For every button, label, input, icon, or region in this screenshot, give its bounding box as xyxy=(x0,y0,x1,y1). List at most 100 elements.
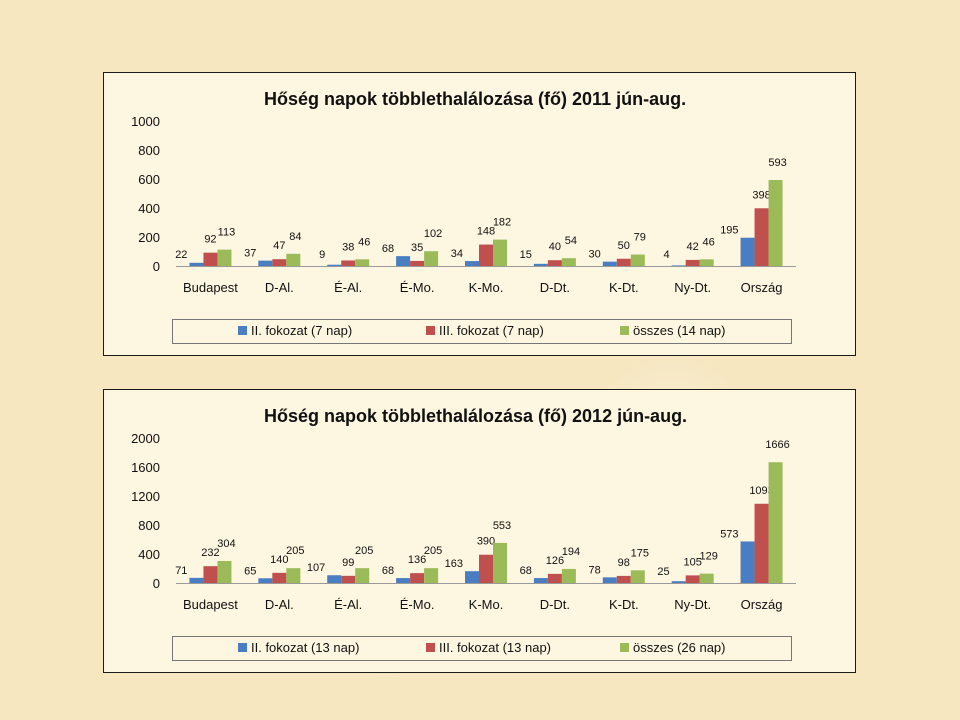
category-label: Ny-Dt. xyxy=(674,597,711,612)
bar-2012-s1-c4 xyxy=(479,554,493,583)
bar-2011-s0-c5 xyxy=(533,263,548,266)
bar-2012-s2-c4 xyxy=(493,542,507,583)
data-label: 390 xyxy=(477,536,495,548)
bar-2011-s2-c7 xyxy=(699,259,714,266)
data-label: 126 xyxy=(546,555,564,567)
category-label: K-Dt. xyxy=(609,280,639,295)
data-label: 30 xyxy=(589,249,601,261)
data-label: 79 xyxy=(634,232,646,244)
y-tick-label: 200 xyxy=(138,230,160,245)
category-label: D-Dt. xyxy=(540,280,570,295)
bar-2011-s1-c4 xyxy=(479,244,493,266)
legend-swatch xyxy=(426,326,435,335)
bar-2012-s0-c3 xyxy=(396,578,411,583)
bar-2012-s2-c8 xyxy=(768,462,783,583)
data-label: 107 xyxy=(307,562,325,574)
bar-2012-s0-c0 xyxy=(189,577,204,583)
bar-2011-s2-c1 xyxy=(286,253,301,266)
legend-swatch xyxy=(620,643,629,652)
bar-2012-s0-c8 xyxy=(740,541,755,583)
data-label: 68 xyxy=(382,565,394,577)
legend-swatch xyxy=(426,643,435,652)
bar-2011-s1-c2 xyxy=(341,260,356,266)
data-label: 194 xyxy=(562,546,580,558)
bar-2011-s1-c7 xyxy=(685,259,700,266)
bar-2012-s2-c7 xyxy=(699,573,714,583)
bar-2012-s2-c5 xyxy=(561,568,576,583)
data-label: 38 xyxy=(342,241,354,253)
category-label: D-Al. xyxy=(265,280,294,295)
chart-title: Hőség napok többlethalálozása (fő) 2011 … xyxy=(264,89,686,109)
bar-2011-s1-c6 xyxy=(616,258,631,266)
bar-2012-s1-c3 xyxy=(410,573,425,583)
data-label: 232 xyxy=(201,547,219,559)
data-label: 129 xyxy=(699,551,717,563)
bar-2011-s0-c4 xyxy=(465,261,479,266)
legend-entry: III. fokozat (13 nap) xyxy=(439,640,551,655)
y-tick-label: 400 xyxy=(138,201,160,216)
bar-2011-s2-c4 xyxy=(493,239,507,266)
data-label: 71 xyxy=(175,565,187,577)
bar-2012-s2-c3 xyxy=(424,568,439,583)
data-label: 9 xyxy=(319,249,325,261)
bar-2011-s0-c3 xyxy=(396,256,411,266)
data-label: 140 xyxy=(270,554,288,566)
category-label: É-Mo. xyxy=(400,597,435,612)
bar-2012-s2-c6 xyxy=(630,570,645,583)
data-label: 182 xyxy=(493,217,511,229)
bar-2011-s0-c2 xyxy=(327,264,342,266)
bar-2011-s2-c0 xyxy=(217,249,232,266)
category-label: Ország xyxy=(741,280,783,295)
data-label: 102 xyxy=(424,228,442,240)
data-label: 205 xyxy=(424,545,442,557)
bar-2011-s2-c3 xyxy=(424,251,439,266)
bar-2011-s0-c6 xyxy=(602,261,617,266)
category-label: K-Dt. xyxy=(609,597,639,612)
data-label: 84 xyxy=(289,231,301,243)
bar-2011-s1-c3 xyxy=(410,260,425,266)
data-label: 1666 xyxy=(765,439,789,451)
bar-2012-s1-c7 xyxy=(685,575,700,583)
data-label: 593 xyxy=(768,157,786,169)
legend-box xyxy=(172,636,792,661)
data-label: 99 xyxy=(342,557,354,569)
bar-2012-s1-c6 xyxy=(616,575,631,583)
chart-2012-svg: Hőség napok többlethalálozása (fő) 2012 … xyxy=(131,406,796,661)
bar-2011-s1-c1 xyxy=(272,259,287,266)
data-label: 175 xyxy=(631,547,649,559)
bar-2011-s0-c7 xyxy=(671,265,686,266)
bar-2012-s2-c0 xyxy=(217,560,232,583)
legend-entry: III. fokozat (7 nap) xyxy=(439,323,544,338)
y-tick-label: 1000 xyxy=(131,114,160,129)
legend-swatch xyxy=(238,643,247,652)
y-tick-label: 0 xyxy=(153,576,160,591)
y-tick-label: 400 xyxy=(138,547,160,562)
data-label: 37 xyxy=(244,248,256,260)
bar-2012-s1-c8 xyxy=(754,503,769,583)
bar-2011-s1-c8 xyxy=(754,208,769,266)
chart-2011-svg: Hőség napok többlethalálozása (fő) 2011 … xyxy=(131,89,796,344)
bar-2012-s1-c2 xyxy=(341,575,356,583)
chart-title: Hőség napok többlethalálozása (fő) 2012 … xyxy=(264,406,687,426)
data-label: 65 xyxy=(244,565,256,577)
bar-2011-s1-c0 xyxy=(203,252,218,266)
bar-2011-s2-c6 xyxy=(630,254,645,266)
data-label: 34 xyxy=(451,248,463,260)
data-label: 15 xyxy=(520,249,532,261)
bar-2011-s2-c8 xyxy=(768,180,783,266)
legend-entry: II. fokozat (7 nap) xyxy=(251,323,352,338)
category-label: Ny-Dt. xyxy=(674,280,711,295)
category-label: Budapest xyxy=(183,597,238,612)
data-label: 553 xyxy=(493,520,511,532)
y-tick-label: 600 xyxy=(138,172,160,187)
bar-2011-s0-c1 xyxy=(258,260,273,266)
data-label: 1093 xyxy=(749,485,773,497)
category-label: K-Mo. xyxy=(469,597,504,612)
category-label: K-Mo. xyxy=(469,280,504,295)
data-label: 195 xyxy=(720,225,738,237)
y-tick-label: 2000 xyxy=(131,431,160,446)
data-label: 205 xyxy=(286,545,304,557)
category-label: Budapest xyxy=(183,280,238,295)
data-label: 105 xyxy=(683,556,701,568)
bar-2012-s1-c5 xyxy=(547,573,562,583)
